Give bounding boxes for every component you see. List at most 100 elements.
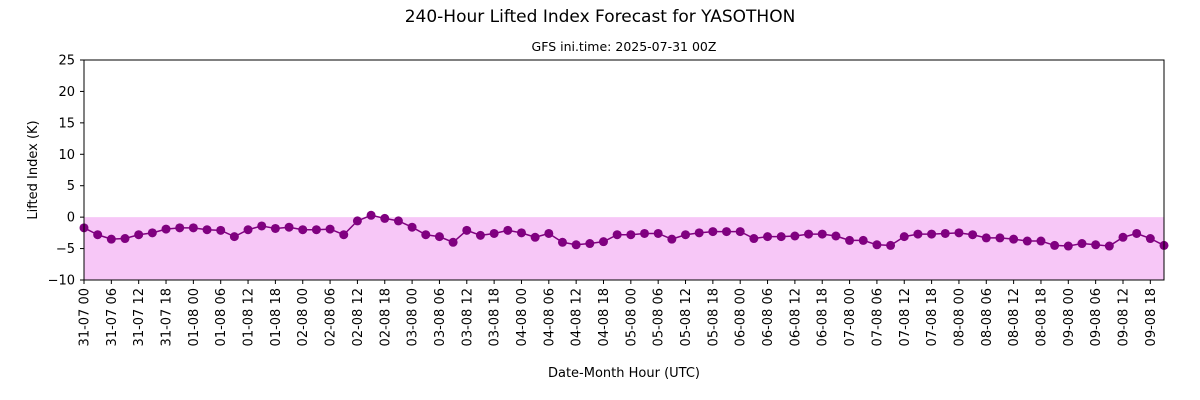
data-point	[407, 222, 417, 232]
plot-frame	[83, 59, 1165, 281]
x-tick-label: 07-08 12	[898, 288, 913, 346]
x-tick-label: 08-08 00	[952, 288, 967, 346]
data-point	[708, 227, 718, 237]
data-point	[694, 228, 704, 238]
x-tick-label: 04-08 06	[542, 288, 557, 346]
x-axis-label: Date-Month Hour (UTC)	[548, 366, 700, 381]
x-tick-label: 03-08 00	[406, 288, 421, 346]
data-point	[1104, 241, 1114, 251]
data-point	[339, 230, 349, 240]
x-tick-label: 09-08 12	[1116, 288, 1131, 346]
data-point	[544, 228, 554, 238]
x-tick-label: 05-08 18	[706, 288, 721, 346]
data-point	[489, 228, 499, 238]
data-point	[393, 216, 403, 226]
data-point	[1077, 239, 1087, 249]
data-point	[270, 223, 280, 233]
data-point	[134, 230, 144, 240]
data-point	[380, 213, 390, 223]
data-point	[886, 240, 896, 250]
data-point	[817, 229, 827, 239]
data-point	[968, 230, 978, 240]
x-axis: 31-07 00 31-07 06 31-07 12 31-07 18 01-08 00…	[78, 280, 1159, 346]
data-point	[188, 223, 198, 233]
x-tick-label: 06-08 12	[788, 288, 803, 346]
x-tick-label: 05-08 12	[679, 288, 694, 346]
x-tick-label: 31-07 18	[160, 288, 175, 346]
data-point	[735, 227, 745, 237]
data-point	[325, 224, 335, 234]
data-point	[598, 237, 608, 247]
x-tick-label: 01-08 00	[187, 288, 202, 346]
chart-title: 240-Hour Lifted Index Forecast for YASOT…	[405, 7, 796, 27]
data-point	[106, 234, 116, 244]
data-point	[1050, 240, 1060, 250]
data-point	[872, 240, 882, 250]
data-point	[722, 227, 732, 237]
x-tick-label: 03-08 06	[433, 288, 448, 346]
x-tick-label: 01-08 18	[269, 288, 284, 346]
x-tick-label: 06-08 18	[816, 288, 831, 346]
data-point	[530, 232, 540, 242]
data-point	[161, 224, 171, 234]
data-point	[640, 228, 650, 238]
x-tick-label: 05-08 00	[624, 288, 639, 346]
data-point	[1063, 241, 1073, 251]
data-point	[1009, 234, 1019, 244]
data-point	[284, 222, 294, 232]
x-tick-label: 04-08 18	[597, 288, 612, 346]
x-tick-label: 03-08 18	[488, 288, 503, 346]
data-point	[585, 239, 595, 249]
data-point	[858, 235, 868, 245]
data-point	[804, 229, 814, 239]
x-tick-label: 09-08 06	[1089, 288, 1104, 346]
data-point	[653, 228, 663, 238]
data-point	[298, 225, 308, 235]
data-point	[462, 225, 472, 235]
data-point	[927, 229, 937, 239]
data-point	[257, 221, 267, 231]
y-axis-label: Lifted Index (K)	[26, 120, 41, 219]
data-point	[571, 240, 581, 250]
x-tick-label: 31-07 00	[78, 288, 93, 346]
data-point	[1118, 232, 1128, 242]
data-point	[626, 230, 636, 240]
data-point	[216, 225, 226, 235]
data-point	[612, 230, 622, 240]
data-point	[981, 233, 991, 243]
y-tick-label: 5	[67, 179, 75, 194]
data-point	[516, 228, 526, 238]
data-point	[421, 230, 431, 240]
data-point	[995, 233, 1005, 243]
x-tick-label: 07-08 18	[925, 288, 940, 346]
x-tick-label: 31-07 12	[132, 288, 147, 346]
data-point	[763, 232, 773, 242]
data-point	[845, 235, 855, 245]
data-point	[1036, 236, 1046, 246]
data-point	[790, 231, 800, 241]
data-point	[899, 232, 909, 242]
data-point	[831, 231, 841, 241]
data-point	[175, 223, 185, 233]
y-tick-label: −10	[48, 274, 75, 289]
y-tick-label: 0	[67, 211, 75, 226]
data-point	[229, 232, 239, 242]
x-tick-label: 01-08 12	[242, 288, 257, 346]
x-tick-label: 07-08 06	[870, 288, 885, 346]
data-point	[1091, 240, 1101, 250]
data-point	[557, 237, 567, 247]
data-point	[749, 234, 759, 244]
x-tick-label: 07-08 00	[843, 288, 858, 346]
x-tick-label: 05-08 06	[652, 288, 667, 346]
x-tick-label: 09-08 00	[1062, 288, 1077, 346]
x-tick-label: 02-08 00	[296, 288, 311, 346]
x-tick-label: 06-08 00	[734, 288, 749, 346]
data-point	[352, 216, 362, 226]
x-tick-label: 02-08 18	[378, 288, 393, 346]
data-point	[147, 228, 157, 238]
chart-subtitle: GFS ini.time: 2025-07-31 00Z	[532, 39, 717, 54]
x-tick-label: 04-08 00	[515, 288, 530, 346]
data-point	[776, 232, 786, 242]
y-tick-label: 15	[58, 116, 75, 131]
